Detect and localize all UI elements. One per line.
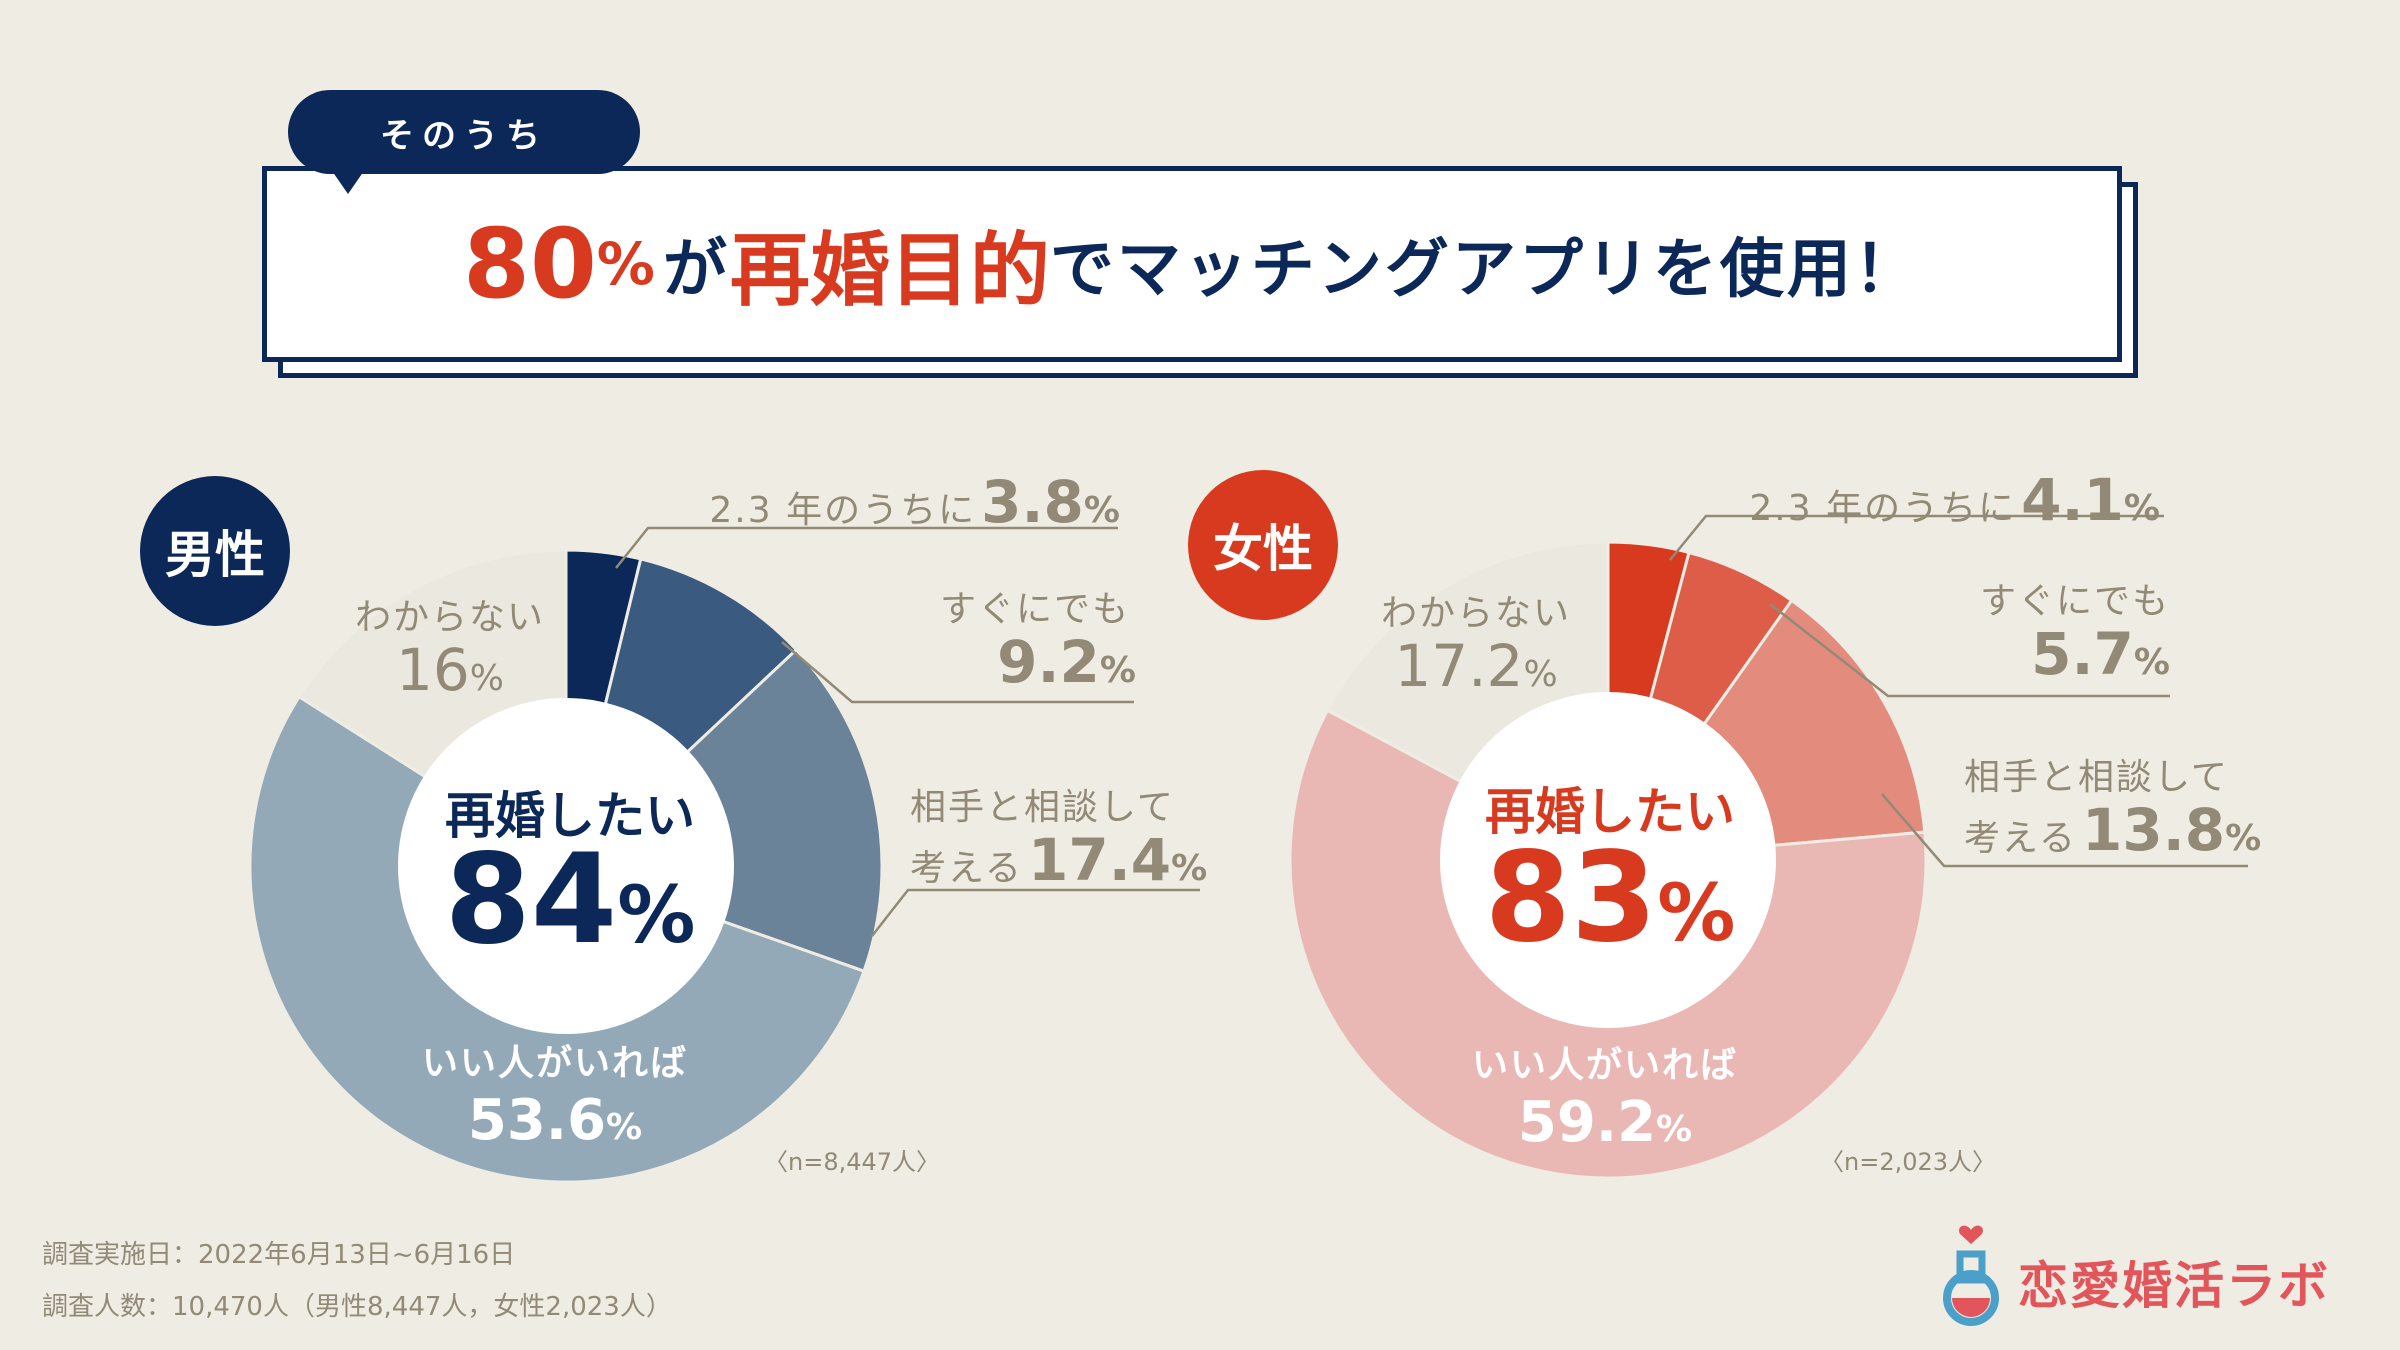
value-male-good-person: 53.6% (467, 1088, 643, 1153)
sample-size-male: 〈n=8,447人〉 (764, 1148, 941, 1176)
headline-box: 80 % が 再婚目的 でマッチングアプリを使用！ (262, 166, 2122, 362)
center-number-female: 83 (1484, 826, 1658, 970)
label-female-consult-2: 考える 13.8% (1964, 796, 2262, 864)
center-unit-male: % (617, 871, 696, 961)
label-female-good-person: いい人がいれば (1471, 1045, 1738, 1086)
label-male-consult-1: 相手と相談して (910, 787, 1175, 828)
label-value: 3.8% (981, 468, 1120, 536)
footer-survey-count: 調査人数：10,470人（男性8,447人，女性2,023人） (42, 1292, 672, 1322)
speech-bubble: そのうち (288, 90, 640, 174)
leader-line-male-2 (781, 641, 1134, 704)
footer-survey-date: 調査実施日：2022年6月13日~6月16日 (42, 1240, 516, 1270)
center-unit-female: % (1657, 869, 1736, 959)
value-female-unknown: 17.2% (1394, 632, 1558, 700)
label-male-soon-2-3: 2.3 年のうちに 3.8% (600, 468, 1120, 536)
leader-line-male-3 (871, 888, 1200, 937)
logo-flask-icon (1943, 1225, 1999, 1326)
pie-center-hole (398, 698, 734, 1034)
center-value-female: 83% (1430, 826, 1790, 970)
leader-line-female-1 (1669, 514, 2164, 561)
leader-line-male-1 (615, 526, 1118, 569)
leader-line-female-3 (1881, 793, 2248, 868)
label-male-unknown: わからない (354, 597, 545, 638)
center-label-male: 再婚したい (445, 787, 695, 845)
label-male-consult-2: 考える 17.4% (910, 826, 1208, 894)
label-male-good-person: いい人がいれば (421, 1043, 688, 1084)
badge-male: 男性 (140, 476, 290, 626)
value-female-good-person: 59.2% (1517, 1090, 1693, 1155)
headline-number: 80 (463, 208, 597, 320)
badge-female: 女性 (1188, 470, 1338, 620)
label-female-consult-1: 相手と相談して (1964, 757, 2229, 798)
center-number-male: 84 (444, 828, 618, 972)
headline-highlight: 再婚目的 (729, 224, 1050, 317)
center-label-female: 再婚したい (1485, 783, 1735, 841)
label-male-immediately: すぐにでも (939, 589, 1130, 630)
label-female-unknown: わからない (1380, 593, 1571, 634)
center-value-male: 84% (390, 828, 750, 972)
logo-text: 恋愛婚活ラボ (2018, 1257, 2330, 1315)
label-female-immediately: すぐにでも (1979, 581, 2170, 622)
headline-text-2: でマッチングアプリを使用！ (1049, 233, 1921, 307)
pie-chart-female (1288, 540, 1928, 1180)
label-text: 2.3 年のうちに (709, 490, 977, 531)
value-male-unknown: 16% (395, 636, 505, 704)
headline-percent: % (596, 230, 655, 298)
pie-chart-male (248, 548, 884, 1184)
value-male-immediately: 9.2% (997, 628, 1136, 696)
leader-line-female-2 (1769, 603, 2170, 698)
label-female-soon-2-3: 2.3 年のうちに 4.1% (1749, 466, 2160, 534)
sample-size-female: 〈n=2,023人〉 (1820, 1148, 1997, 1176)
value-female-immediately: 5.7% (2031, 620, 2170, 688)
speech-bubble-tail (330, 168, 366, 194)
pie-center-hole (1440, 692, 1776, 1028)
headline-text-1: が (662, 233, 730, 307)
